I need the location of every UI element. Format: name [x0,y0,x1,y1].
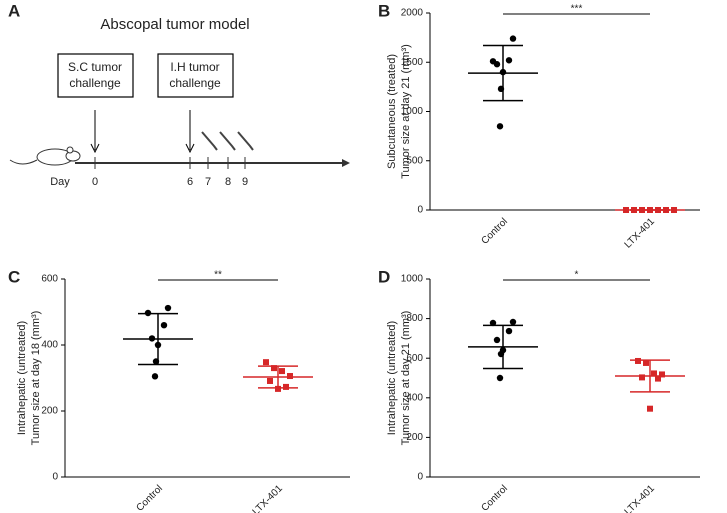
day-label: Day [50,176,70,188]
timeline-head [342,159,350,167]
point [639,374,645,381]
point [505,327,513,335]
point [635,357,641,364]
point [505,57,513,64]
panel-label: C [8,267,20,286]
point [148,335,156,342]
point [496,374,504,382]
point [275,385,281,392]
x-tick-label: LTX-401 [251,483,286,513]
point [151,373,159,380]
day: 7 [205,176,211,188]
syringes [201,131,254,151]
y-tick-label: 200 [406,432,423,443]
box-text: challenge [69,76,121,90]
day: 9 [242,176,248,188]
point [639,207,645,213]
point [279,368,285,375]
point [651,370,657,377]
x-tick-label: Control [479,483,510,513]
x-tick-label: Control [479,216,510,247]
y-tick-label: 800 [406,313,423,324]
y-tick-label: 400 [406,392,423,403]
y-tick-label: 1000 [401,274,424,285]
y-tick-label: 600 [406,353,423,364]
point [655,375,661,382]
point [499,68,507,76]
day: 6 [187,176,193,188]
point [496,123,504,130]
point [671,207,677,213]
y-axis-label: Tumor size at day 21 (mm³) [400,44,412,179]
point [497,85,505,93]
point [164,304,172,312]
box [157,53,234,98]
y-axis-label: Intrahepatic (untreated) [386,321,398,435]
y-axis-label: Subcutaneous (treated) [386,54,398,169]
y-tick-label: 0 [417,472,423,483]
point [509,35,517,42]
y-tick-label: 0 [52,472,58,483]
y-tick-label: 600 [41,274,58,285]
x-tick-label: Control [134,483,165,513]
x-tick-label: LTX-401 [623,483,658,513]
point [271,365,277,372]
point [655,207,661,213]
point [263,359,269,366]
significance-label: * [575,270,579,281]
point [509,318,517,326]
y-tick-label: 1000 [401,106,424,117]
point [493,336,501,344]
y-tick-label: 0 [417,205,423,216]
y-axis-label: Intrahepatic (untreated) [16,321,28,435]
point [659,371,665,378]
y-axis-label: Tumor size at day 21 (mm³) [400,311,412,446]
point [152,358,160,365]
point [160,322,168,329]
point [623,207,629,213]
box-text: challenge [169,76,221,90]
panel-a: A Abscopal tumor model S.C tumor challen… [8,1,350,188]
day: 8 [225,176,231,188]
point [154,341,162,349]
y-tick-label: 200 [41,406,58,417]
arrow-head [90,143,100,154]
point [287,373,293,380]
point [283,383,289,390]
y-tick-label: 1500 [401,57,424,68]
point [643,359,649,366]
point [489,319,497,327]
y-axis-label: Tumor size at day 18 (mm³) [30,311,42,446]
y-tick-label: 400 [41,340,58,351]
box-text: S.C tumor [68,60,122,74]
panel-label: A [8,1,20,20]
day: 0 [92,176,98,188]
panel-label: D [378,267,390,286]
point [631,207,637,213]
arrow-head [185,143,195,154]
significance-label: ** [214,270,222,281]
y-tick-label: 2000 [401,8,424,19]
panel-label: B [378,1,390,20]
point [267,377,273,384]
point [497,350,505,358]
point [493,61,501,68]
box-text: I.H tumor [170,60,219,74]
point [144,309,152,317]
box [57,53,134,98]
point [647,405,653,412]
diagram-title: Abscopal tumor model [100,16,249,33]
point [647,207,653,213]
mouse-icon [9,146,81,166]
x-tick-label: LTX-401 [623,216,658,251]
y-tick-label: 500 [406,155,423,166]
significance-label: *** [571,4,583,15]
point [663,207,669,213]
